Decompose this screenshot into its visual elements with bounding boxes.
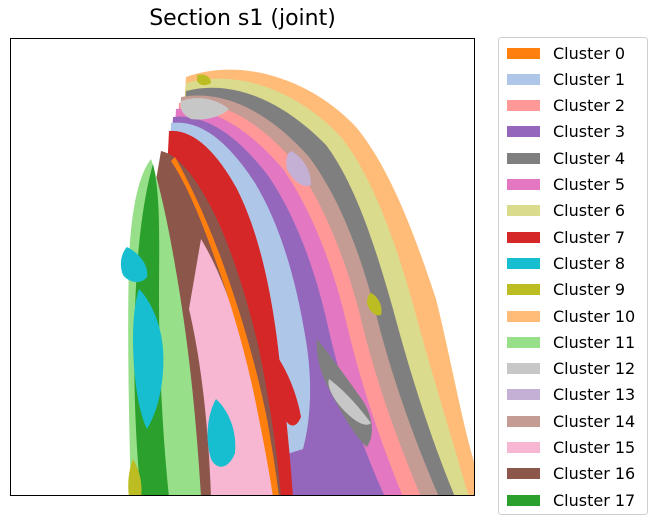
region-cluster-8 (120, 247, 148, 283)
legend-item: Cluster 3 (507, 122, 625, 142)
legend-item: Cluster 8 (507, 253, 625, 273)
legend-swatch (507, 494, 540, 506)
legend-item: Cluster 17 (507, 490, 635, 510)
legend-item: Cluster 0 (507, 43, 625, 63)
legend-swatch (507, 415, 540, 427)
legend-item: Cluster 7 (507, 227, 625, 247)
legend-swatch (507, 442, 540, 453)
region-cluster-12 (328, 379, 371, 425)
legend-item: Cluster 13 (507, 385, 635, 405)
legend-swatch (507, 284, 540, 296)
legend-label: Cluster 12 (553, 359, 636, 379)
legend-swatch (507, 152, 540, 164)
legend-swatch (507, 205, 540, 217)
legend-label: Cluster 3 (553, 122, 626, 142)
region-cluster-7 (276, 359, 301, 426)
legend-swatch (507, 336, 540, 348)
legend-label: Cluster 17 (553, 490, 636, 510)
chart-title: Section s1 (joint) (149, 6, 336, 31)
region-cluster-13 (286, 151, 311, 187)
legend-label: Cluster 1 (553, 69, 626, 89)
legend-label: Cluster 11 (553, 332, 636, 352)
legend-label: Cluster 15 (553, 438, 636, 457)
legend-label: Cluster 0 (553, 43, 626, 63)
legend-item: Cluster 9 (507, 280, 625, 300)
legend-item: Cluster 1 (507, 69, 625, 89)
legend-swatch (507, 389, 540, 401)
legend-swatch (507, 310, 540, 322)
legend-label: Cluster 6 (553, 201, 626, 221)
legend-label: Cluster 10 (553, 306, 636, 326)
legend-swatch (507, 47, 540, 59)
legend-swatch (507, 363, 540, 375)
legend-item: Cluster 16 (507, 464, 635, 484)
legend-item: Cluster 6 (507, 201, 625, 221)
region-cluster-8 (133, 289, 164, 429)
legend-item: Cluster 5 (507, 175, 625, 195)
legend-label: Cluster 2 (553, 96, 626, 116)
legend-label: Cluster 13 (553, 385, 636, 405)
legend-label: Cluster 7 (553, 227, 626, 247)
region-cluster-9 (197, 74, 211, 86)
legend-item: Cluster 2 (507, 96, 625, 116)
region-cluster-8 (207, 399, 236, 467)
legend-item: Cluster 4 (507, 148, 625, 168)
legend-label: Cluster 16 (553, 464, 636, 484)
region-cluster-9 (367, 293, 382, 316)
region-cluster-0 (171, 157, 279, 495)
legend-label: Cluster 9 (553, 280, 626, 300)
legend-swatch (507, 179, 540, 190)
legend-item: Cluster 15 (507, 438, 635, 458)
legend-swatch (507, 73, 540, 85)
region-cluster-9 (128, 459, 142, 495)
legend-item: Cluster 10 (507, 306, 635, 326)
legend-label: Cluster 8 (553, 253, 626, 273)
legend-swatch (507, 468, 540, 480)
legend-swatch (507, 126, 540, 138)
tissue-section-map (120, 69, 474, 495)
legend-label: Cluster 5 (553, 175, 626, 194)
legend-label: Cluster 14 (553, 411, 636, 431)
legend-swatch (507, 231, 540, 243)
legend-label: Cluster 4 (553, 148, 626, 168)
legend: Cluster 0 Cluster 1 Cluster 2 Cluster 3 Clus… (498, 37, 648, 515)
legend-item: Cluster 11 (507, 332, 635, 352)
plot-area (10, 38, 475, 496)
legend-swatch (507, 100, 540, 112)
legend-swatch (507, 257, 540, 269)
legend-item: Cluster 14 (507, 411, 635, 431)
legend-item: Cluster 12 (507, 359, 635, 379)
region-cluster-12 (180, 98, 229, 120)
